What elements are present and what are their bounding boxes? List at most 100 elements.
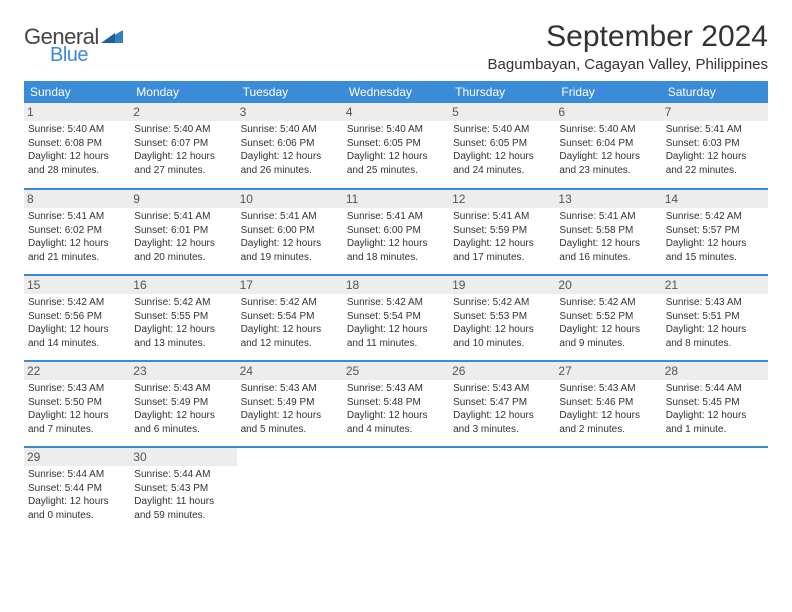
daylight-line-1: Daylight: 12 hours [559, 409, 657, 423]
sunrise-line: Sunrise: 5:40 AM [241, 123, 339, 137]
calendar-day-cell [555, 447, 661, 533]
daylight-line-1: Daylight: 12 hours [666, 323, 764, 337]
day-number: 27 [555, 362, 661, 380]
day-number: 30 [130, 448, 236, 466]
sunrise-line: Sunrise: 5:40 AM [28, 123, 126, 137]
sunset-line: Sunset: 5:57 PM [666, 224, 764, 238]
day-number: 8 [24, 190, 130, 208]
daylight-line-2: and 12 minutes. [241, 337, 339, 351]
sunset-line: Sunset: 5:54 PM [241, 310, 339, 324]
calendar-day-cell: 30Sunrise: 5:44 AMSunset: 5:43 PMDayligh… [130, 447, 236, 533]
sunrise-line: Sunrise: 5:40 AM [134, 123, 232, 137]
day-number: 10 [237, 190, 343, 208]
sunrise-line: Sunrise: 5:42 AM [28, 296, 126, 310]
sunrise-line: Sunrise: 5:43 AM [28, 382, 126, 396]
sunrise-line: Sunrise: 5:42 AM [666, 210, 764, 224]
day-number: 26 [449, 362, 555, 380]
weekday-wednesday: Wednesday [343, 81, 449, 103]
sunset-line: Sunset: 5:54 PM [347, 310, 445, 324]
daylight-line-2: and 16 minutes. [559, 251, 657, 265]
weekday-friday: Friday [555, 81, 661, 103]
sunset-line: Sunset: 6:00 PM [241, 224, 339, 238]
daylight-line-2: and 7 minutes. [28, 423, 126, 437]
calendar-day-cell: 19Sunrise: 5:42 AMSunset: 5:53 PMDayligh… [449, 275, 555, 361]
daylight-line-1: Daylight: 12 hours [559, 237, 657, 251]
sunset-line: Sunset: 5:45 PM [666, 396, 764, 410]
sunset-line: Sunset: 6:05 PM [453, 137, 551, 151]
calendar-day-cell: 6Sunrise: 5:40 AMSunset: 6:04 PMDaylight… [555, 103, 661, 189]
calendar-day-cell: 11Sunrise: 5:41 AMSunset: 6:00 PMDayligh… [343, 189, 449, 275]
sunrise-line: Sunrise: 5:43 AM [666, 296, 764, 310]
sunset-line: Sunset: 6:08 PM [28, 137, 126, 151]
daylight-line-2: and 13 minutes. [134, 337, 232, 351]
day-number: 1 [24, 103, 130, 121]
daylight-line-1: Daylight: 12 hours [241, 323, 339, 337]
daylight-line-2: and 6 minutes. [134, 423, 232, 437]
day-number: 3 [237, 103, 343, 121]
daylight-line-1: Daylight: 12 hours [453, 150, 551, 164]
sunrise-line: Sunrise: 5:44 AM [666, 382, 764, 396]
sunset-line: Sunset: 5:56 PM [28, 310, 126, 324]
day-number: 4 [343, 103, 449, 121]
sunrise-line: Sunrise: 5:40 AM [559, 123, 657, 137]
daylight-line-1: Daylight: 11 hours [134, 495, 232, 509]
sunset-line: Sunset: 6:07 PM [134, 137, 232, 151]
calendar-week-row: 15Sunrise: 5:42 AMSunset: 5:56 PMDayligh… [24, 275, 768, 361]
calendar-day-cell: 16Sunrise: 5:42 AMSunset: 5:55 PMDayligh… [130, 275, 236, 361]
day-number: 19 [449, 276, 555, 294]
daylight-line-1: Daylight: 12 hours [134, 409, 232, 423]
sunrise-line: Sunrise: 5:43 AM [241, 382, 339, 396]
page-header: General Blue September 2024 Bagumbayan, … [24, 20, 768, 73]
daylight-line-2: and 3 minutes. [453, 423, 551, 437]
daylight-line-2: and 10 minutes. [453, 337, 551, 351]
sunrise-line: Sunrise: 5:41 AM [666, 123, 764, 137]
calendar-day-cell: 20Sunrise: 5:42 AMSunset: 5:52 PMDayligh… [555, 275, 661, 361]
sunrise-line: Sunrise: 5:44 AM [134, 468, 232, 482]
sunset-line: Sunset: 5:53 PM [453, 310, 551, 324]
daylight-line-2: and 14 minutes. [28, 337, 126, 351]
logo-triangle-icon [101, 27, 123, 48]
daylight-line-1: Daylight: 12 hours [28, 495, 126, 509]
calendar-day-cell: 22Sunrise: 5:43 AMSunset: 5:50 PMDayligh… [24, 361, 130, 447]
calendar-day-cell: 7Sunrise: 5:41 AMSunset: 6:03 PMDaylight… [662, 103, 768, 189]
sunset-line: Sunset: 5:46 PM [559, 396, 657, 410]
calendar-day-cell [343, 447, 449, 533]
daylight-line-2: and 20 minutes. [134, 251, 232, 265]
day-number: 5 [449, 103, 555, 121]
calendar-day-cell: 27Sunrise: 5:43 AMSunset: 5:46 PMDayligh… [555, 361, 661, 447]
sunrise-line: Sunrise: 5:41 AM [347, 210, 445, 224]
sunrise-line: Sunrise: 5:43 AM [347, 382, 445, 396]
sunset-line: Sunset: 6:01 PM [134, 224, 232, 238]
sunrise-line: Sunrise: 5:42 AM [134, 296, 232, 310]
calendar-day-cell: 15Sunrise: 5:42 AMSunset: 5:56 PMDayligh… [24, 275, 130, 361]
calendar-day-cell: 5Sunrise: 5:40 AMSunset: 6:05 PMDaylight… [449, 103, 555, 189]
sunset-line: Sunset: 5:47 PM [453, 396, 551, 410]
day-number: 17 [237, 276, 343, 294]
daylight-line-2: and 11 minutes. [347, 337, 445, 351]
daylight-line-1: Daylight: 12 hours [28, 150, 126, 164]
calendar-week-row: 8Sunrise: 5:41 AMSunset: 6:02 PMDaylight… [24, 189, 768, 275]
daylight-line-1: Daylight: 12 hours [453, 409, 551, 423]
day-number: 28 [662, 362, 768, 380]
calendar-day-cell: 1 Sunrise: 5:40 AMSunset: 6:08 PMDaylight… [24, 103, 130, 189]
sunset-line: Sunset: 6:03 PM [666, 137, 764, 151]
daylight-line-2: and 1 minute. [666, 423, 764, 437]
calendar-day-cell: 9Sunrise: 5:41 AMSunset: 6:01 PMDaylight… [130, 189, 236, 275]
calendar-table: Sunday Monday Tuesday Wednesday Thursday… [24, 81, 768, 533]
day-number: 7 [662, 103, 768, 121]
daylight-line-2: and 2 minutes. [559, 423, 657, 437]
daylight-line-1: Daylight: 12 hours [559, 323, 657, 337]
sunset-line: Sunset: 6:04 PM [559, 137, 657, 151]
sunset-line: Sunset: 5:58 PM [559, 224, 657, 238]
daylight-line-1: Daylight: 12 hours [666, 237, 764, 251]
daylight-line-1: Daylight: 12 hours [453, 323, 551, 337]
calendar-day-cell [237, 447, 343, 533]
location-text: Bagumbayan, Cagayan Valley, Philippines [488, 56, 768, 73]
sunrise-line: Sunrise: 5:40 AM [347, 123, 445, 137]
day-number: 16 [130, 276, 236, 294]
sunrise-line: Sunrise: 5:44 AM [28, 468, 126, 482]
daylight-line-2: and 25 minutes. [347, 164, 445, 178]
calendar-day-cell [449, 447, 555, 533]
calendar-day-cell: 14Sunrise: 5:42 AMSunset: 5:57 PMDayligh… [662, 189, 768, 275]
daylight-line-2: and 17 minutes. [453, 251, 551, 265]
